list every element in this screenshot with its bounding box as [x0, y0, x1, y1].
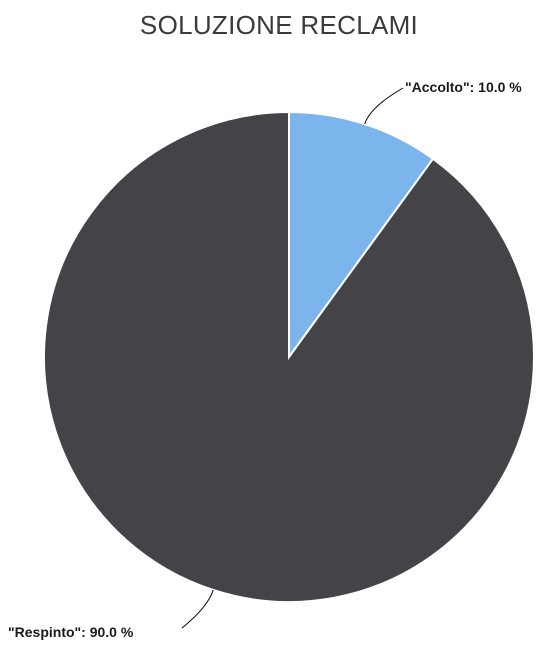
- data-label-respinto: "Respinto": 90.0 %: [8, 624, 134, 640]
- pie-slice-accolto[interactable]: [288, 110, 435, 361]
- pie-slice-respinto[interactable]: [43, 110, 535, 603]
- connector-accolto: [364, 87, 404, 125]
- connector-respinto: [181, 589, 214, 629]
- data-label-accolto: "Accolto": 10.0 %: [405, 79, 522, 95]
- chart-title: SOLUZIONE RECLAMI: [139, 10, 419, 40]
